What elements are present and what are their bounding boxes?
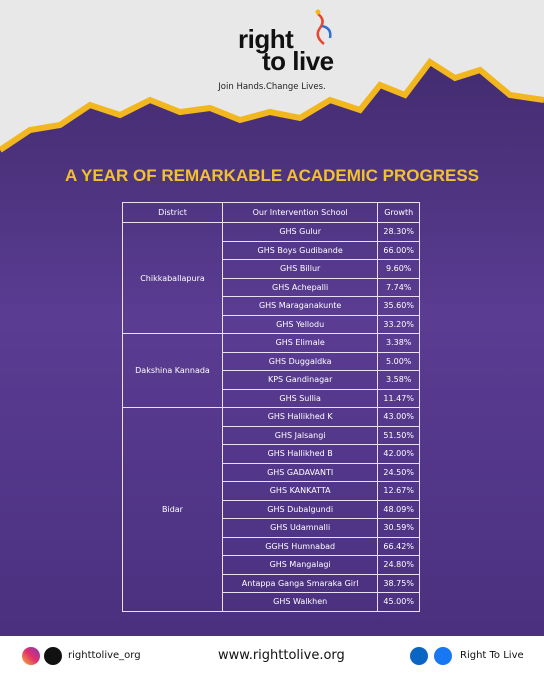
table-row: Chikkaballapura GHS Gulur 28.30% [122, 222, 420, 334]
school-cell: GHS Mangalagi [221, 555, 379, 575]
growth-cell: 7.74% [377, 277, 420, 297]
school-cell: GHS Achepalli [221, 277, 379, 297]
growth-cell: 3.58% [377, 370, 420, 390]
table-row: GHS Billur 9.60% [123, 259, 420, 279]
growth-cell: 33.20% [377, 314, 420, 334]
table-row: GHS Jalsangi 51.50% [123, 425, 420, 445]
school-cell: GHS GADAVANTI [221, 462, 379, 482]
facebook-icon[interactable] [434, 647, 452, 665]
x-icon[interactable] [44, 647, 62, 665]
org-name[interactable]: Right To Live [460, 650, 524, 661]
school-cell: GHS Elimale [221, 333, 379, 353]
growth-cell: 30.59% [377, 518, 420, 538]
growth-cell: 5.00% [377, 351, 420, 371]
table-row: GHS KANKATTA 12.67% [123, 481, 420, 501]
growth-cell: 42.00% [377, 444, 420, 464]
growth-cell: 66.42% [377, 536, 420, 556]
school-cell: GHS Udamnalli [221, 518, 379, 538]
growth-cell: 51.50% [377, 425, 420, 445]
growth-cell: 35.60% [377, 296, 420, 316]
growth-cell: 45.00% [377, 592, 420, 612]
school-cell: GHS KANKATTA [221, 481, 379, 501]
title: A YEAR OF REMARKABLE ACADEMIC PROGRESS [64, 166, 479, 185]
growth-cell: 24.80% [377, 555, 420, 575]
social-handle[interactable]: righttolive_org [68, 650, 141, 661]
growth-cell: 11.47% [377, 388, 420, 408]
logo: to live [262, 46, 334, 76]
linkedin-icon[interactable] [410, 647, 428, 665]
header-row: District Our Intervention School Growth [122, 202, 420, 223]
growth-cell: 3.38% [377, 333, 420, 353]
school-cell: GHS Walkhen [221, 592, 379, 612]
district-cell: Chikkaballapura [122, 222, 223, 334]
school-cell: GHS Gulur [221, 222, 379, 242]
district-cell: Dakshina Kannada [122, 333, 223, 408]
table-row: KPS Gandinagar 3.58% [123, 370, 420, 390]
school-cell: GHS Sullia [221, 388, 379, 408]
tagline: Join Hands.Change Lives. [218, 82, 326, 92]
growth-cell: 66.00% [377, 240, 420, 260]
school-cell: GHS Dubalgundi [221, 499, 379, 519]
table-row: Bidar GHS Hallikhed K 43.00% [122, 407, 420, 612]
footer: righttolive_org www.righttolive.org Righ… [0, 636, 544, 680]
district-cell: Bidar [122, 407, 223, 612]
growth-cell: 28.30% [377, 222, 420, 242]
growth-cell: 48.09% [377, 499, 420, 519]
school-cell: GHS Jalsangi [221, 425, 379, 445]
table-row: GHS Achepalli 7.74% [123, 277, 420, 297]
school-cell: GHS Duggaldka [221, 351, 379, 371]
progress-table: District Our Intervention School Growth Chi… [122, 202, 420, 612]
table-row: GHS Dubalgundi 48.09% [123, 499, 420, 519]
growth-cell: 9.60% [377, 259, 420, 279]
growth-cell: 43.00% [377, 407, 420, 427]
school-cell: GHS Hallikhed B [221, 444, 379, 464]
logo: right [238, 24, 294, 54]
school-cell: GHS Hallikhed K [221, 407, 379, 427]
school-cell: Antappa Ganga Smaraka Girl [221, 573, 379, 593]
table-row: Dakshina Kannada GHS Elimale 3.38% [122, 333, 420, 408]
growth-cell: 24.50% [377, 462, 420, 482]
school-cell: GHS Billur [221, 259, 379, 279]
header-cell: District [122, 202, 223, 223]
school-cell: GHS Boys Gudibande [221, 240, 379, 260]
instagram-icon[interactable] [22, 647, 40, 665]
school-cell: GHS Maraganakunte [221, 296, 379, 316]
table-row: GHS Walkhen 45.00% [123, 592, 420, 612]
school-cell: GGHS Humnabad [221, 536, 379, 556]
growth-cell: 38.75% [377, 573, 420, 593]
table-row: GHS Sullia 11.47% [123, 388, 420, 408]
school-cell: KPS Gandinagar [221, 370, 379, 390]
header-cell: Our Intervention School [221, 202, 379, 223]
header-cell: Growth [377, 202, 420, 223]
website[interactable]: www.righttolive.org [218, 648, 345, 663]
school-cell: GHS Yellodu [221, 314, 379, 334]
growth-cell: 12.67% [377, 481, 420, 501]
